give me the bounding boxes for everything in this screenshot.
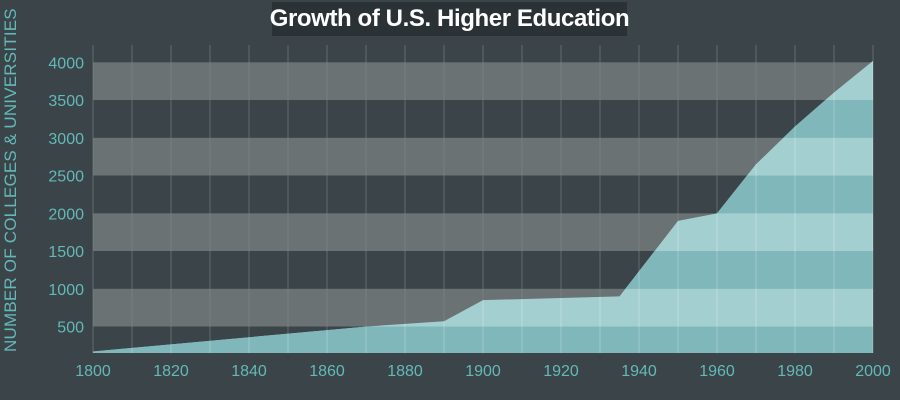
y-tick-label: 2500 bbox=[48, 169, 84, 186]
title-banner: Growth of U.S. Higher Education bbox=[269, 2, 630, 36]
x-tick-label: 1800 bbox=[75, 363, 111, 380]
y-tick-label: 4000 bbox=[48, 55, 84, 72]
x-tick-label: 1900 bbox=[465, 363, 501, 380]
x-tick-label: 1980 bbox=[777, 363, 813, 380]
y-tick-label: 3000 bbox=[48, 131, 84, 148]
x-tick-label: 1940 bbox=[621, 363, 657, 380]
x-tick-label: 2000 bbox=[855, 363, 891, 380]
y-tick-label: 500 bbox=[57, 320, 84, 337]
x-tick-label: 1820 bbox=[153, 363, 189, 380]
y-tick-label: 1000 bbox=[48, 282, 84, 299]
y-tick-label: 3500 bbox=[48, 93, 84, 110]
chart-title: Growth of U.S. Higher Education bbox=[269, 5, 630, 32]
x-tick-label: 1860 bbox=[309, 363, 345, 380]
y-tick-label: 1500 bbox=[48, 244, 84, 261]
x-tick-label: 1960 bbox=[699, 363, 735, 380]
x-tick-label: 1840 bbox=[231, 363, 267, 380]
y-tick-label: 2000 bbox=[48, 206, 84, 223]
x-tick-label: 1920 bbox=[543, 363, 579, 380]
x-tick-label: 1880 bbox=[387, 363, 423, 380]
